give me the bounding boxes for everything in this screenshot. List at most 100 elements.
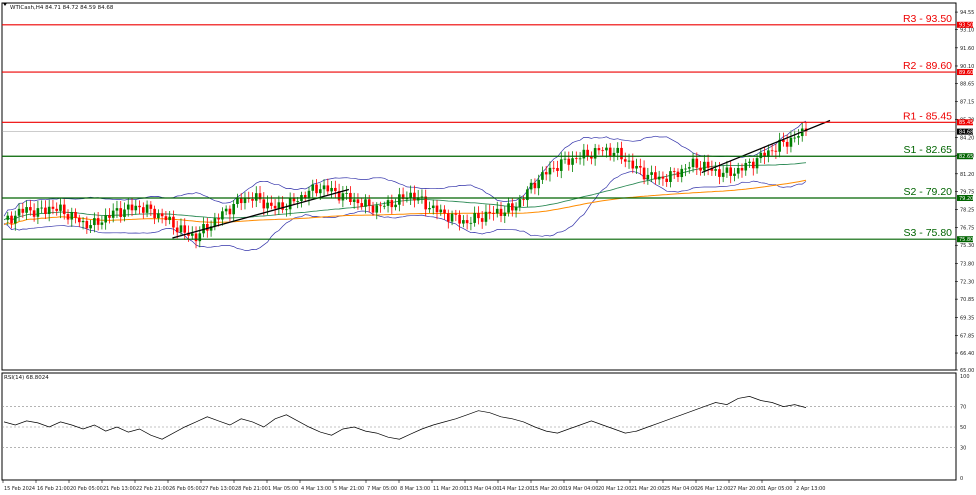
candle-body	[443, 209, 446, 214]
bb-lower-line	[3, 170, 807, 251]
candle-body	[620, 147, 623, 160]
candle-body	[51, 206, 55, 209]
candle-body	[510, 203, 514, 211]
candle-body	[330, 187, 333, 192]
candle-body	[699, 167, 702, 171]
candle-body	[100, 222, 104, 225]
time-tick-label: 15 Feb 2024	[4, 486, 35, 492]
candle-body	[480, 218, 484, 222]
price-tick-label: 91.60	[960, 46, 974, 52]
candle-body	[507, 203, 510, 213]
candle-body	[492, 213, 495, 214]
candle-body	[401, 194, 405, 200]
candle-body	[639, 165, 642, 168]
candle-body	[740, 168, 744, 171]
time-axis: 15 Feb 2024 16 Feb 21:00 20 Feb 05:00 21 Fe…	[2, 480, 825, 492]
candle-body	[605, 147, 608, 151]
candle-body	[420, 196, 424, 198]
candle-body	[706, 161, 710, 168]
candle-body	[326, 185, 330, 192]
candle-body	[533, 182, 537, 189]
level-label: R1 - 85.45	[903, 110, 952, 122]
price-tick-label: 65.00	[960, 368, 974, 374]
candle-body	[544, 172, 548, 175]
time-tick-label: 27 Mar 20:00	[730, 486, 763, 492]
price-tick-label: 87.15	[960, 100, 974, 106]
candle-body	[680, 168, 684, 178]
candle-body	[70, 211, 74, 220]
price-tick-label: 75.30	[960, 243, 974, 249]
candle-body	[311, 184, 315, 191]
level-label: S1 - 82.65	[904, 144, 953, 156]
candle-body	[47, 206, 51, 215]
candle-body	[239, 198, 243, 204]
candle-body	[108, 215, 111, 218]
candle-body	[142, 207, 145, 213]
candle-body	[322, 185, 326, 190]
candle-body	[236, 198, 239, 205]
candle-body	[548, 167, 552, 175]
candle-body	[74, 211, 77, 218]
candle-body	[608, 147, 612, 156]
candle-body	[232, 204, 235, 215]
candle-body	[669, 171, 672, 182]
candle-body	[130, 204, 134, 211]
level-label: R3 - 93.50	[903, 13, 952, 25]
candle-body	[390, 200, 394, 208]
time-tick-label: 14 Mar 12:00	[499, 486, 532, 492]
candle-body	[398, 194, 401, 205]
candle-body	[138, 205, 141, 208]
candle-body	[424, 196, 428, 210]
candle-body	[262, 199, 266, 209]
candle-body	[661, 176, 665, 179]
time-tick-label: 16 Feb 21:00	[37, 486, 70, 492]
candle-body	[89, 225, 92, 229]
candle-body	[36, 208, 40, 217]
level-tag-box	[957, 21, 973, 28]
candle-body	[778, 139, 781, 152]
level-tag-box	[957, 236, 973, 243]
candle-body	[703, 161, 706, 171]
time-tick-label: 21 Mar 20:00	[631, 486, 664, 492]
candle-body	[646, 174, 650, 180]
candle-body	[371, 205, 375, 213]
candle-body	[134, 205, 138, 211]
candle-body	[473, 213, 476, 223]
candle-body	[119, 208, 123, 217]
rsi-tick-label: 30	[960, 445, 966, 451]
collapse-icon[interactable]	[3, 3, 7, 6]
rsi-series: 100 70 50 30 0	[2, 374, 970, 482]
candle-body	[360, 203, 364, 207]
candle-body	[55, 208, 59, 211]
price-tick-label: 90.10	[960, 64, 974, 70]
candle-body	[187, 232, 190, 236]
price-tick-label: 78.25	[960, 208, 974, 214]
time-tick-label: 20 Feb 05:00	[70, 486, 103, 492]
candle-body	[710, 167, 714, 171]
current-price-label: 84.68	[959, 129, 973, 135]
candle-body	[126, 204, 130, 210]
candle-body	[273, 205, 277, 209]
candle-body	[228, 208, 232, 215]
candle-body	[179, 225, 183, 233]
candle-body	[736, 168, 740, 174]
candle-body	[616, 147, 620, 153]
candle-body	[559, 159, 563, 171]
candle-body	[488, 211, 492, 214]
time-tick-label: 19 Mar 04:00	[565, 486, 598, 492]
candle-body	[270, 202, 273, 206]
candle-body	[123, 209, 126, 217]
level-label: S3 - 75.80	[904, 227, 953, 239]
candle-body	[217, 218, 220, 220]
candle-body	[590, 156, 593, 159]
candle-body	[62, 204, 66, 215]
candle-body	[221, 211, 224, 220]
candle-body	[254, 193, 258, 201]
candle-body	[364, 199, 367, 207]
time-tick-label: 20 Mar 12:00	[598, 486, 631, 492]
candle-body	[612, 152, 616, 156]
candle-body	[763, 152, 766, 157]
rsi-tick-label: 100	[960, 374, 970, 380]
candle-body	[672, 171, 676, 172]
